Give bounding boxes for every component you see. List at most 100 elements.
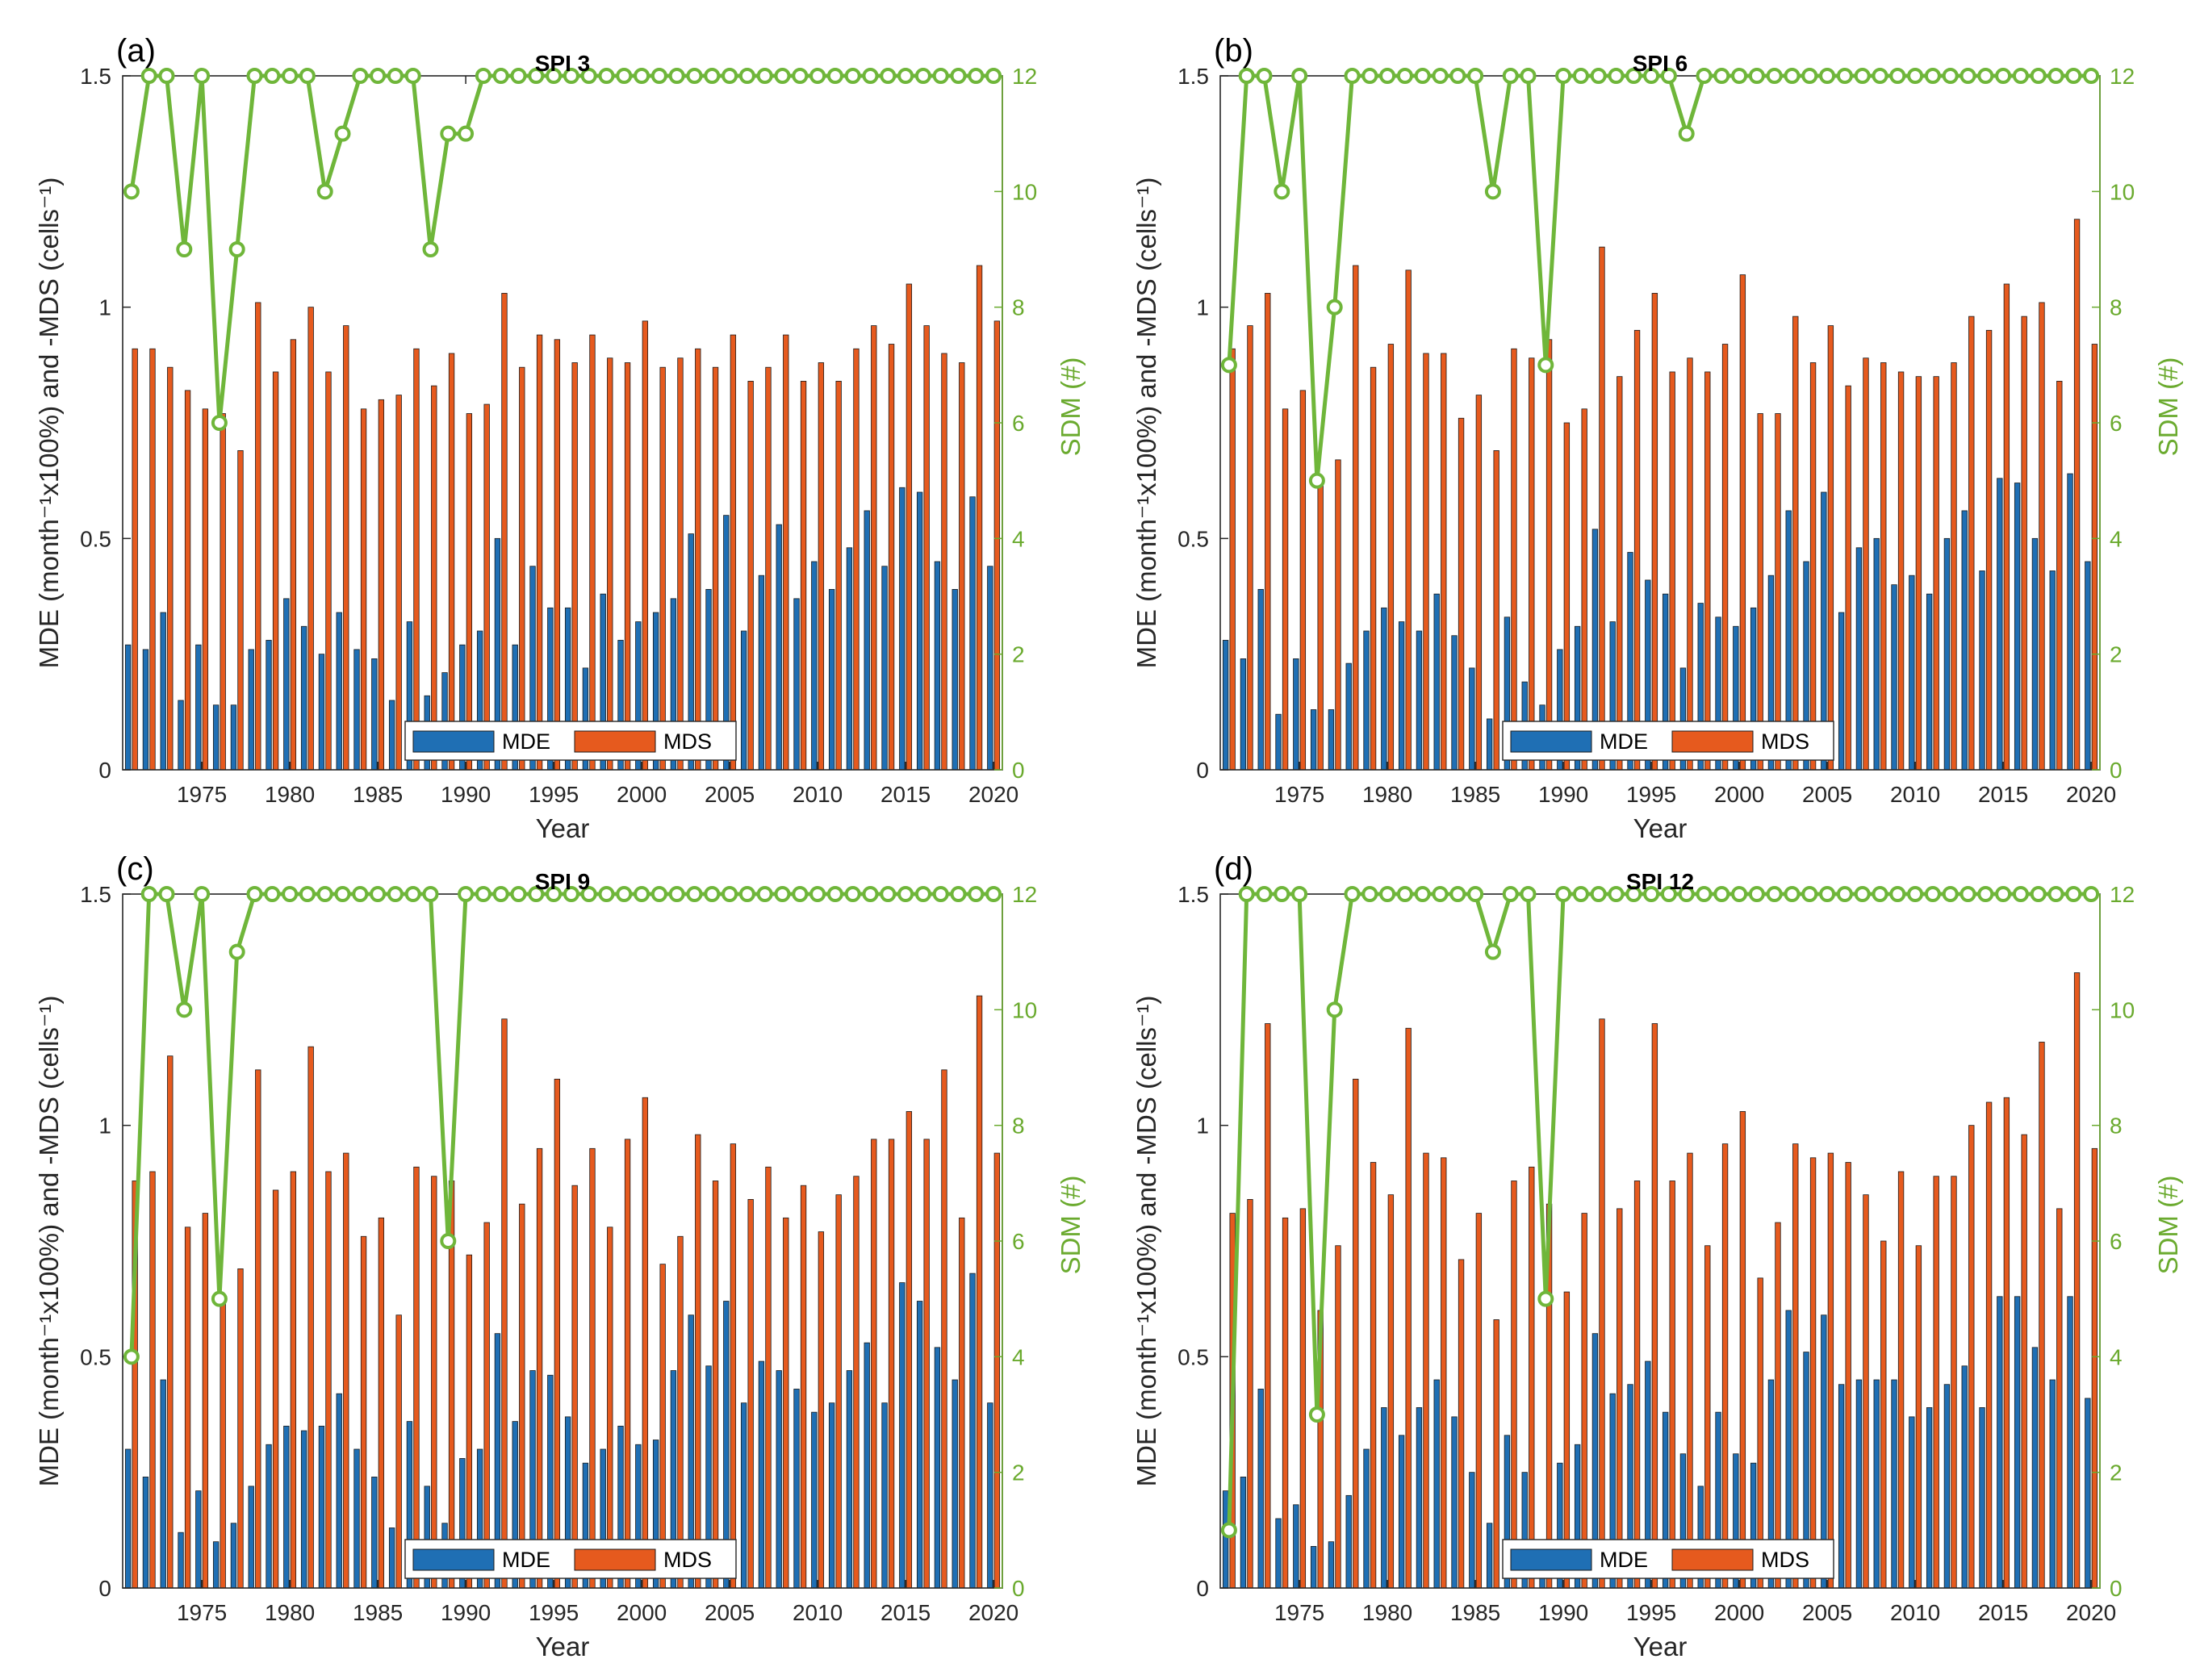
sdm-marker [1625,68,1642,84]
x-tick-label: 2020 [2066,782,2116,807]
mds-bar [202,408,209,771]
sdm-marker [1907,886,1924,902]
x-tick-label: 1975 [1274,782,1324,807]
mde-bar [846,1370,853,1589]
mde-bar [1398,1435,1405,1589]
sdm-marker [1555,68,1572,84]
sdm-marker [1238,68,1255,84]
mds-bar [501,293,508,771]
mds-bar [149,348,156,771]
mde-bar [864,510,870,771]
y-left-axis-label: MDE (month⁻¹x100%) and -MDS (cells⁻¹) [1131,996,1161,1487]
sdm-marker [387,886,404,902]
mde-bar [1979,570,1985,771]
sdm-marker [528,886,545,902]
mds-bar [871,325,877,771]
mds-bar [712,1181,719,1589]
sdm-marker [1520,886,1537,902]
y-left-tick-label: 0.5 [80,526,111,551]
legend: MDE MDS [404,721,737,761]
mde-bar [1909,1416,1915,1589]
y-left-axis-label: MDE (month⁻¹x100%) and -MDS (cells⁻¹) [34,996,64,1487]
mds-bar [202,1213,209,1589]
mde-bar [758,1360,765,1589]
mds-bar [1897,1171,1905,1589]
mds-bar [1968,1125,1975,1589]
mde-bar [811,1411,818,1589]
mde-bar [1961,1365,1968,1589]
sdm-marker [932,886,949,902]
sdm-marker [1660,68,1677,84]
legend-label-mds: MDS [1761,1548,1809,1572]
sdm-marker [1220,357,1237,374]
sdm-marker [352,68,369,84]
legend-swatch-mde [412,730,495,753]
sdm-marker [1678,125,1695,142]
mds-bar [325,1171,332,1589]
mde-bar [828,589,835,771]
sdm-marker [528,68,545,84]
mde-bar [1873,537,1880,771]
mde-bar [1433,1379,1440,1589]
mds-bar [993,320,1001,771]
mds-bar [941,353,947,771]
sdm-marker [756,68,773,84]
chart-panel-4: 0 0.5 1 1.5 0 2 4 6 8 10 12 1975 1980 1985 1990 1995 200… [1131,851,2183,1661]
x-tick-label: 1990 [1538,782,1588,807]
mds-bar [747,380,754,771]
x-tick-label: 1985 [353,782,403,807]
sdm-marker [1467,68,1484,84]
sdm-marker [140,886,157,902]
mds-bar [360,1235,367,1589]
mde-bar [811,561,818,771]
mde-bar [846,547,853,771]
mde-bar [952,1379,958,1589]
mds-bar [818,1231,825,1589]
sdm-marker [721,68,738,84]
y-right-tick-label: 4 [2110,526,2123,551]
mds-bar [835,380,842,771]
mds-bar [1985,1101,1993,1589]
mde-bar [899,487,906,771]
mde-bar [952,589,958,771]
sdm-marker [932,68,949,84]
mds-bar [2003,283,2010,771]
mds-bar [255,302,261,771]
mde-bar [1926,593,1933,771]
mds-bar [1933,1176,1939,1589]
x-tick-label: 1975 [1274,1600,1324,1625]
sdm-marker [440,1233,457,1249]
mds-bar [607,357,613,771]
sdm-marker [1872,68,1888,84]
x-tick-label: 1980 [265,1600,315,1625]
mde-bar [230,704,237,771]
mde-bar [1451,1416,1458,1589]
mds-bar [1809,1157,1817,1589]
mde-bar [969,496,976,771]
sdm-marker [1801,886,1818,902]
sdm-marker [1502,68,1519,84]
mds-bar [483,1222,490,1589]
sdm-marker [2083,68,2100,84]
mds-bar [923,325,930,771]
mds-bar [677,357,684,771]
sdm-marker [246,886,263,902]
mds-bar [2073,972,2081,1589]
mde-bar [916,1301,923,1589]
mds-bar [2021,1134,2027,1589]
sdm-marker [1731,68,1748,84]
mde-bar [2049,1379,2056,1589]
mds-bar [1493,1319,1499,1589]
sdm-marker [546,68,563,84]
mds-bar [589,334,596,771]
mde-bar [1345,1494,1352,1589]
mds-bar [1475,395,1483,771]
legend-swatch-mds [574,1548,656,1571]
sdm-marker [1238,886,1255,902]
sdm-marker [1819,886,1836,902]
mde-bar [793,598,800,771]
sdm-marker [1766,68,1783,84]
mds-bar [941,1069,947,1589]
sdm-marker [563,68,579,84]
sdm-marker [1977,886,1994,902]
